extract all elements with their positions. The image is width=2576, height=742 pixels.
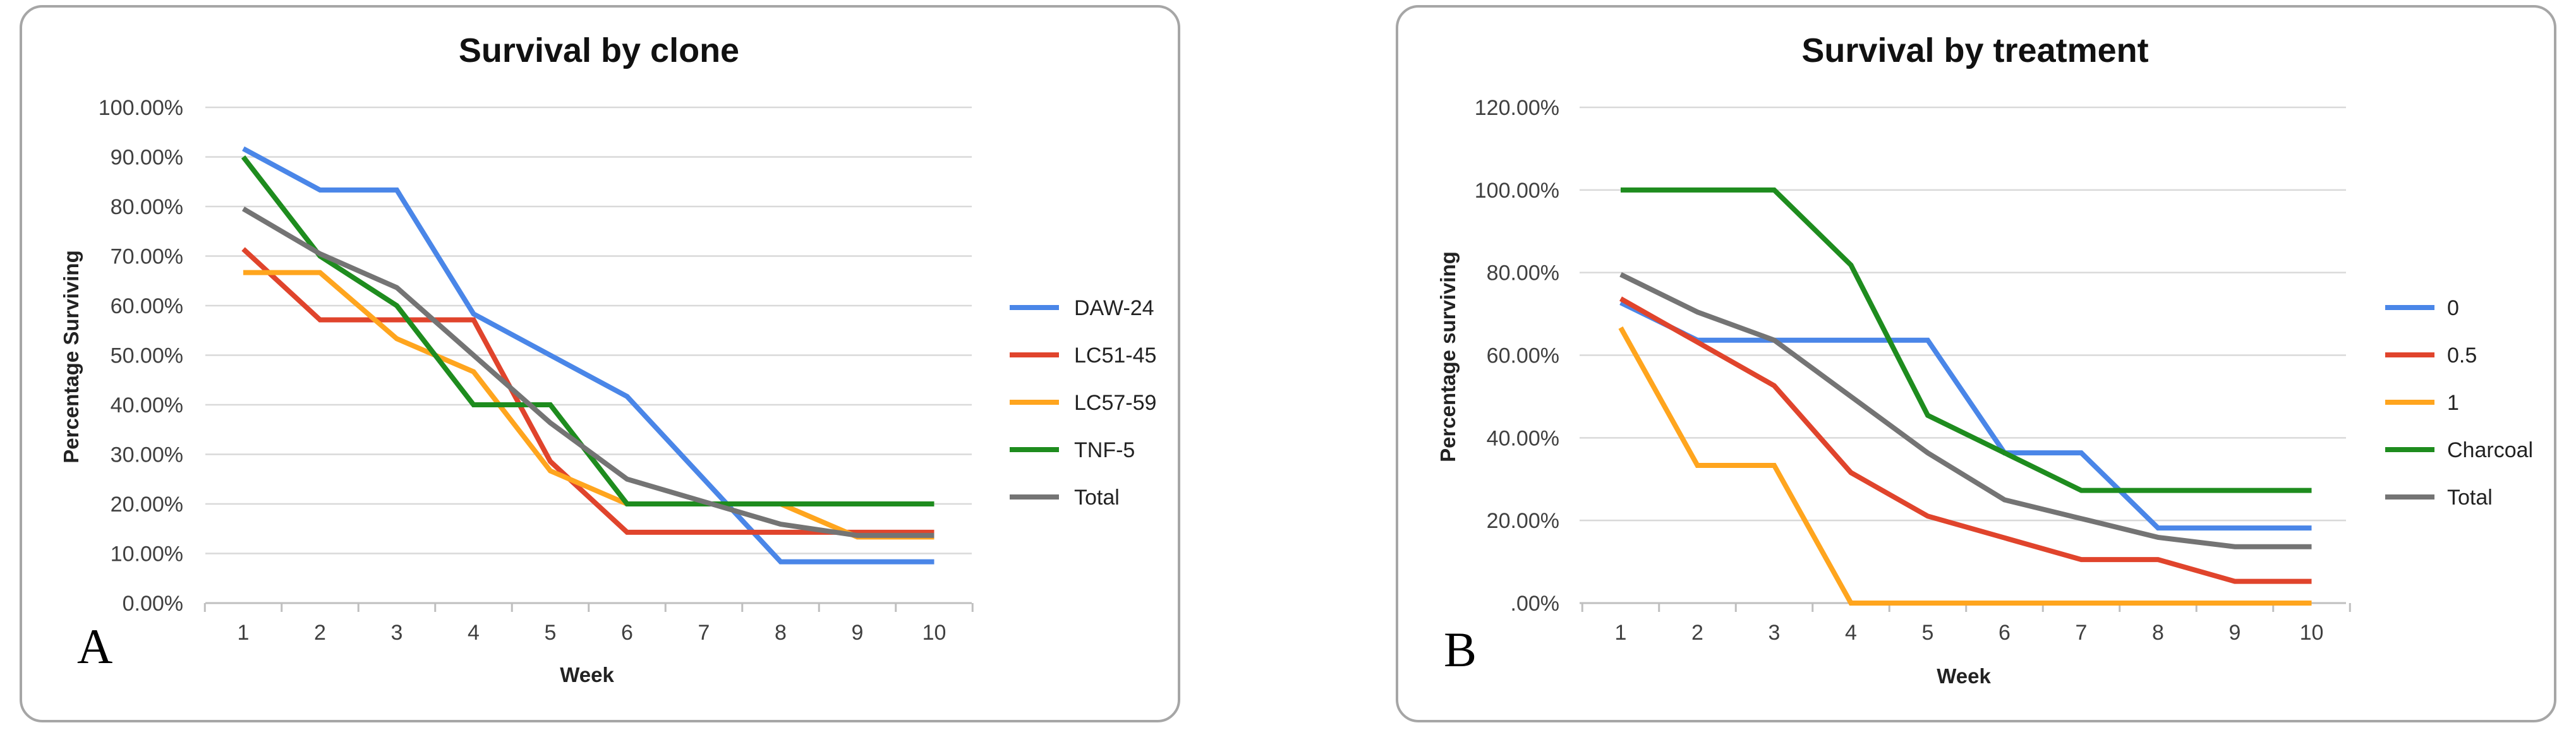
x-tick-label: 8: [775, 621, 787, 645]
legend-label: 0.5: [2447, 344, 2477, 368]
x-tick-label: 5: [545, 621, 557, 645]
legend: 0 0.5 1 Charcoal Total: [2385, 296, 2533, 510]
legend: DAW-24 LC51-45 LC57-59 TNF-5 Total: [1010, 296, 1156, 510]
x-tick-label: 9: [852, 621, 864, 645]
x-tick-label: 6: [621, 621, 633, 645]
gridlines: [205, 106, 972, 554]
y-tick-label: 0.00%: [123, 592, 183, 616]
legend-label: TNF-5: [1074, 438, 1135, 462]
y-tick-label: 70.00%: [111, 245, 183, 269]
legend-label: LC51-45: [1074, 344, 1156, 368]
x-tick-label: 5: [1922, 621, 1934, 645]
legend-label: 1: [2447, 391, 2459, 415]
y-tick-label: 80.00%: [1487, 261, 1559, 285]
x-tick-label: 10: [2300, 621, 2324, 645]
y-tick-label: 40.00%: [111, 393, 183, 417]
x-tick-label: 4: [1845, 621, 1857, 645]
y-tick-label: 60.00%: [111, 294, 183, 318]
x-axis-label: Week: [1937, 664, 1991, 688]
y-tick-label: 60.00%: [1487, 344, 1559, 368]
panel-label: B: [1444, 622, 1477, 677]
x-tick-label: 3: [391, 621, 403, 645]
y-tick-label: 20.00%: [1487, 509, 1559, 533]
y-axis-ticks: .00% 20.00% 40.00% 60.00% 80.00% 100.00% 120.0…: [1475, 96, 1559, 616]
legend-label: Charcoal: [2447, 438, 2533, 462]
series-line-daw-24: [242, 146, 934, 565]
series-line-total: [1619, 272, 2312, 549]
x-tick-label: 2: [314, 621, 326, 645]
x-tick-label: 3: [1769, 621, 1781, 645]
y-tick-label: 90.00%: [111, 146, 183, 170]
y-tick-label: 120.00%: [1475, 96, 1559, 120]
series-line-lc57-59: [243, 270, 934, 540]
chart-panel-treatment: Survival by treatment .00%20.00%40.00%60…: [1396, 5, 2556, 722]
y-tick-label: 30.00%: [111, 443, 183, 467]
x-axis: 1 2 3 4 5 6 7 8 9 10: [203, 602, 974, 645]
panel-label: A: [77, 619, 112, 674]
y-tick-label: 40.00%: [1487, 426, 1559, 450]
series-lines: [241, 146, 934, 565]
x-tick-label: 1: [238, 621, 250, 645]
legend-label: LC57-59: [1074, 391, 1156, 415]
series-line-1: [1618, 326, 2312, 606]
x-tick-label: 6: [1999, 621, 2011, 645]
x-tick-label: 7: [698, 621, 710, 645]
y-tick-label: 10.00%: [111, 542, 183, 566]
series-lines: [1618, 187, 2312, 606]
legend-label: 0: [2447, 296, 2459, 320]
x-tick-label: 8: [2152, 621, 2164, 645]
legend-label: DAW-24: [1074, 296, 1154, 320]
y-tick-label: 50.00%: [111, 344, 183, 368]
x-axis-label: Week: [560, 663, 614, 686]
x-tick-label: 7: [2076, 621, 2088, 645]
series-line-charcoal: [1621, 187, 2312, 493]
y-axis-label: Percentage surviving: [1436, 251, 1460, 462]
y-tick-label: 20.00%: [111, 493, 183, 517]
chart-title: Survival by treatment: [1801, 32, 2148, 69]
legend-label: Total: [1074, 486, 1120, 510]
series-line-0: [1619, 300, 2312, 531]
y-tick-label: 100.00%: [99, 96, 183, 120]
y-tick-label: 80.00%: [111, 195, 183, 219]
x-tick-label: 1: [1615, 621, 1627, 645]
legend-label: Total: [2447, 486, 2493, 510]
y-tick-label: .00%: [1511, 592, 1560, 616]
chart-frame: [20, 5, 1180, 722]
y-axis-label: Percentage Surviving: [59, 250, 83, 463]
chart-title: Survival by clone: [459, 32, 739, 69]
y-axis-ticks: 0.00% 10.00% 20.00% 30.00% 40.00% 50.00% 60.00…: [99, 96, 183, 616]
x-tick-label: 9: [2229, 621, 2241, 645]
series-line-tnf-5: [241, 155, 934, 506]
x-tick-label: 4: [468, 621, 480, 645]
chart-frame: [1396, 5, 2556, 722]
x-tick-label: 2: [1691, 621, 1703, 645]
x-tick-label: 10: [922, 621, 946, 645]
y-tick-label: 100.00%: [1475, 179, 1559, 203]
series-line-0-5: [1619, 296, 2312, 584]
chart-panel-clone: Survival by clone 0.00%10.00%20.00%30.00…: [20, 5, 1180, 722]
series-line-total: [241, 206, 934, 538]
